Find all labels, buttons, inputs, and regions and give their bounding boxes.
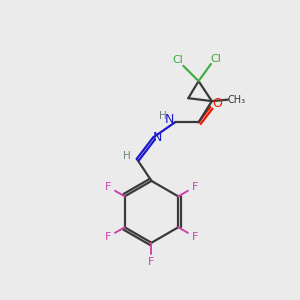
Text: H: H bbox=[124, 152, 131, 161]
Text: Cl: Cl bbox=[172, 56, 183, 65]
Text: Cl: Cl bbox=[211, 54, 222, 64]
Text: N: N bbox=[153, 131, 162, 144]
Text: H: H bbox=[159, 111, 167, 121]
Text: F: F bbox=[105, 182, 111, 192]
Text: F: F bbox=[192, 232, 198, 242]
Text: CH₃: CH₃ bbox=[227, 95, 245, 105]
Text: N: N bbox=[165, 113, 174, 126]
Text: F: F bbox=[105, 232, 111, 242]
Text: F: F bbox=[148, 257, 155, 267]
Text: O: O bbox=[212, 97, 222, 110]
Text: F: F bbox=[192, 182, 198, 192]
